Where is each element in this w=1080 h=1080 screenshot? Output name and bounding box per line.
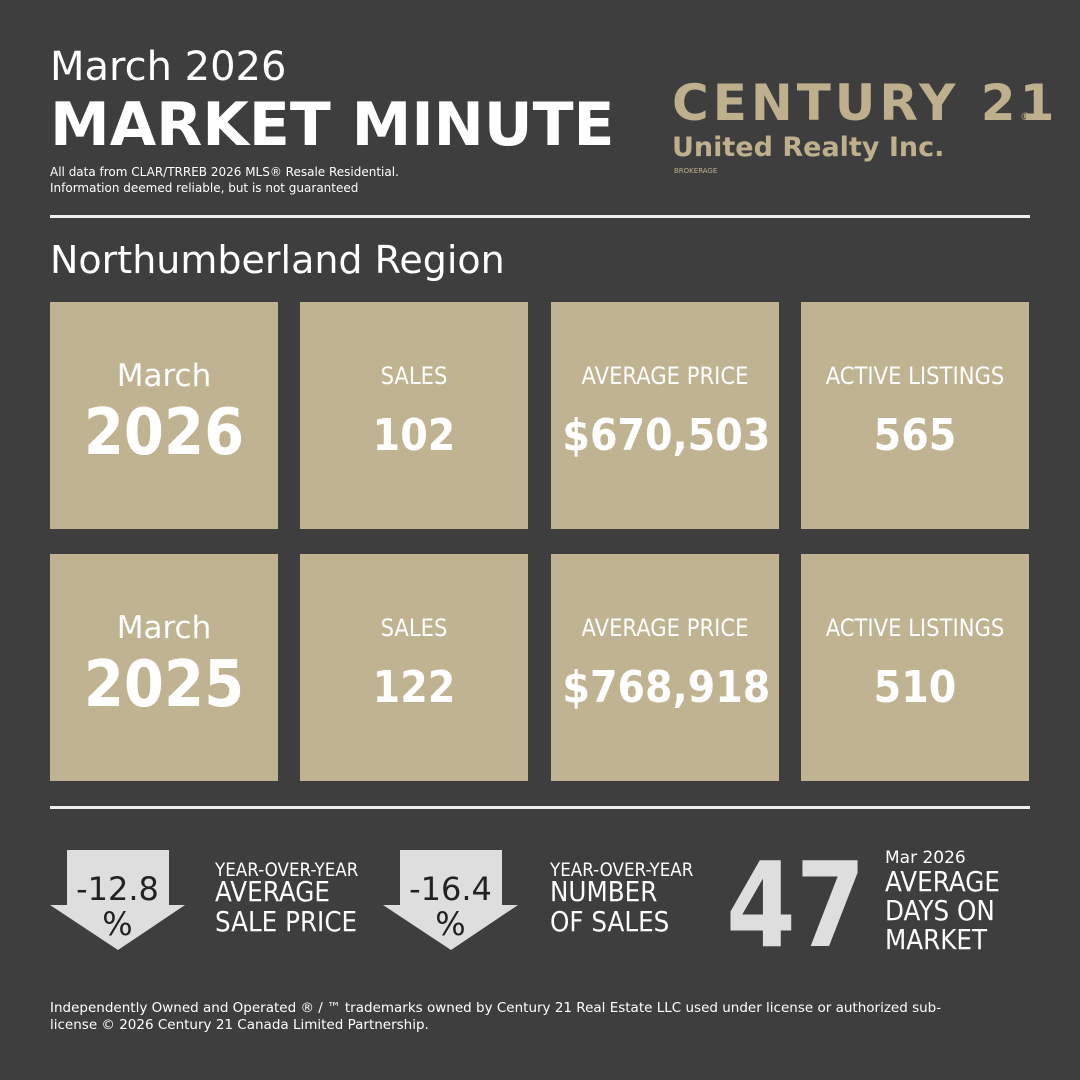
stat-value: 510 (873, 662, 957, 713)
footer: license © 2026 Century 21 Canada Limited… (50, 1017, 429, 1033)
stat-value: 102 (372, 410, 456, 461)
stat-tile: SALES 102 (300, 302, 528, 529)
change-caption: NUMBER (550, 875, 658, 908)
change-value: -12.8 (76, 870, 159, 908)
down-arrow (383, 850, 518, 950)
month: March (116, 610, 212, 646)
change-caption: YEAR-OVER-YEAR (215, 859, 359, 881)
change-caption: OF SALES (550, 905, 670, 938)
days-caption: AVERAGE (885, 865, 1000, 898)
stat-label: SALES (380, 362, 448, 390)
year-tile: March 2025 (50, 554, 278, 781)
stat-tile: SALES 122 (300, 554, 528, 781)
arrows (50, 850, 518, 950)
title: MARKET MINUTE (50, 90, 615, 160)
note: All data from CLAR/TRREB 2026 MLS® Resal… (50, 165, 399, 179)
year: 2025 (83, 648, 245, 722)
stat-label: AVERAGE PRICE (581, 614, 749, 642)
change-value: -16.4 (409, 870, 492, 908)
stat-value: $768,918 (562, 662, 771, 713)
logo-tag: BROKERAGE (674, 167, 718, 175)
stat-tile: AVERAGE PRICE $670,503 (551, 302, 779, 529)
divider (50, 215, 1030, 218)
days-period: Mar 2026 (885, 848, 966, 868)
month: March (116, 358, 212, 394)
divider (50, 806, 1030, 809)
region: Northumberland Region (50, 238, 505, 282)
stat-value: 565 (873, 410, 957, 461)
stat-tile: AVERAGE PRICE $768,918 (551, 554, 779, 781)
change-unit: % (435, 905, 466, 943)
stat-value: $670,503 (562, 410, 771, 461)
subtitle: March 2026 (50, 44, 287, 90)
days-caption: DAYS ON (885, 894, 995, 927)
change-unit: % (102, 905, 133, 943)
change-caption: AVERAGE (215, 875, 330, 908)
stat-tile: ACTIVE LISTINGS 565 (801, 302, 1029, 529)
footer: Independently Owned and Operated ® / ™ t… (50, 1000, 942, 1016)
change-caption: YEAR-OVER-YEAR (550, 859, 694, 881)
days-value: 47 (726, 836, 866, 974)
days-caption: MARKET (885, 923, 988, 956)
change-caption: SALE PRICE (215, 905, 358, 938)
stat-tile: ACTIVE LISTINGS 510 (801, 554, 1029, 781)
year: 2026 (83, 396, 245, 470)
note: Information deemed reliable, but is not … (50, 181, 359, 195)
year-tile: March 2026 (50, 302, 278, 529)
logo-mark: ® (1020, 110, 1031, 123)
stat-label: ACTIVE LISTINGS (825, 362, 1005, 390)
logo-brand: CENTURY 21 (672, 74, 1059, 132)
stat-value: 122 (372, 662, 456, 713)
down-arrow (50, 850, 185, 950)
logo-office: United Realty Inc. (672, 132, 945, 163)
stat-label: SALES (380, 614, 448, 642)
stat-label: ACTIVE LISTINGS (825, 614, 1005, 642)
stat-label: AVERAGE PRICE (581, 362, 749, 390)
